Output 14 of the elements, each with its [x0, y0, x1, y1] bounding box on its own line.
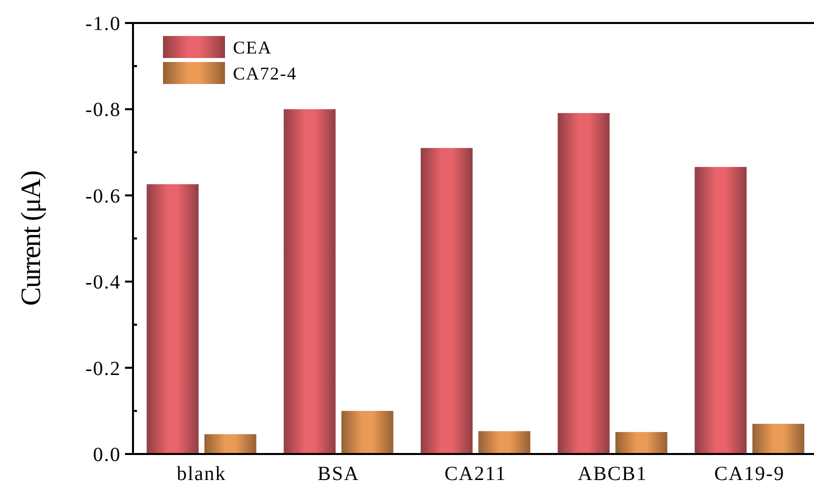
x-tick-label: ABCB1 — [578, 463, 648, 484]
x-tick-label: CA19-9 — [714, 463, 785, 484]
x-tick-label: BSA — [318, 463, 360, 484]
x-tick-label: CA211 — [444, 463, 507, 484]
y-tick-label: -0.8 — [85, 99, 121, 122]
legend-label: CEA — [233, 37, 272, 58]
y-tick-label: 0.0 — [93, 444, 121, 466]
legend-label: CA72-4 — [233, 63, 297, 84]
y-tick-label: -0.6 — [85, 185, 121, 208]
y-tick-label: -1.0 — [85, 13, 121, 35]
y-axis-title: Current (μA) — [16, 170, 47, 306]
y-tick-label: -0.4 — [85, 272, 121, 294]
x-tick-label: blank — [176, 463, 226, 484]
y-tick-label: -0.2 — [85, 358, 121, 380]
